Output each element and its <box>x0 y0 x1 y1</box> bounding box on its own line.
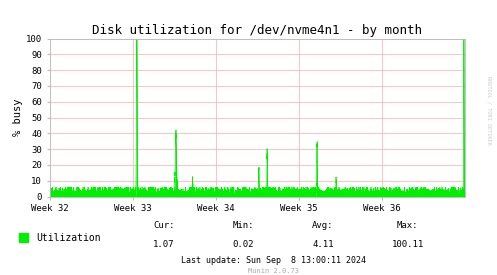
Text: Avg:: Avg: <box>312 221 334 230</box>
Text: 1.07: 1.07 <box>153 240 175 249</box>
Text: Last update: Sun Sep  8 13:00:11 2024: Last update: Sun Sep 8 13:00:11 2024 <box>181 256 366 265</box>
Text: Min:: Min: <box>233 221 254 230</box>
Y-axis label: % busy: % busy <box>13 99 23 136</box>
Text: Max:: Max: <box>397 221 418 230</box>
Text: 4.11: 4.11 <box>312 240 334 249</box>
Text: RRDTOOL / TOBI OETIKER: RRDTOOL / TOBI OETIKER <box>486 76 491 144</box>
Text: 100.11: 100.11 <box>392 240 423 249</box>
Text: Munin 2.0.73: Munin 2.0.73 <box>248 268 299 274</box>
Title: Disk utilization for /dev/nvme4n1 - by month: Disk utilization for /dev/nvme4n1 - by m… <box>92 24 422 37</box>
Text: 0.02: 0.02 <box>233 240 254 249</box>
Text: Cur:: Cur: <box>153 221 175 230</box>
Legend: Utilization: Utilization <box>15 229 105 247</box>
